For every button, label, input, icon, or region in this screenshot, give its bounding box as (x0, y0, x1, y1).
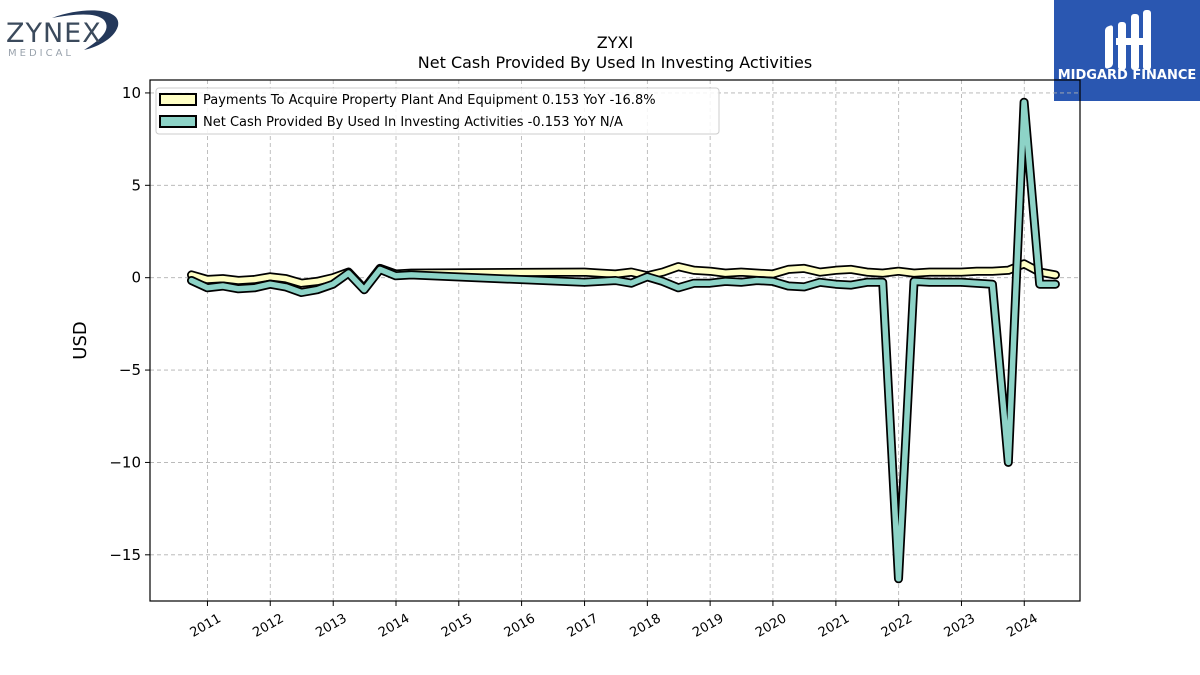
y-tick-label: −15 (109, 546, 141, 564)
x-tick-label: 2022 (879, 611, 915, 641)
legend-swatch (159, 93, 197, 106)
x-tick-label: 2019 (690, 611, 726, 641)
x-tick-label: 2016 (502, 611, 538, 641)
chart-subtitle: Net Cash Provided By Used In Investing A… (418, 53, 812, 72)
x-tick-label: 2024 (1004, 611, 1040, 641)
legend-swatch (159, 115, 197, 128)
x-tick-label: 2023 (942, 611, 978, 641)
logo-wordmark: ZYNEX (6, 18, 102, 49)
series-outline (187, 97, 1060, 584)
midgard-finance-logo: MIDGARD FINANCE (1054, 0, 1200, 101)
y-axis: 10 5 0 −5 −10 −15 (109, 84, 150, 564)
x-tick-label: 2011 (188, 611, 224, 641)
grid (150, 80, 1080, 601)
series-line-2 (187, 97, 1060, 584)
plot-frame (149, 79, 1081, 602)
logo-subtext: MEDICAL (8, 48, 74, 59)
legend-label: Payments To Acquire Property Plant And E… (203, 93, 656, 108)
legend-label: Net Cash Provided By Used In Investing A… (203, 115, 623, 130)
series-stroke (188, 99, 1059, 582)
midgard-emblem-icon (1105, 10, 1151, 70)
y-tick-label: −5 (119, 361, 141, 379)
series-line-1 (187, 259, 1060, 294)
x-tick-label: 2012 (250, 611, 286, 641)
series-stroke (188, 261, 1059, 292)
y-axis-label: USD (70, 321, 91, 359)
zynex-logo: ZYNEX MEDICAL (4, 4, 124, 62)
x-axis: 2011 2012 2013 2014 2015 2016 2017 2018 2019 2020… (188, 601, 1041, 641)
series-layer (187, 97, 1060, 584)
y-tick-label: 10 (122, 84, 141, 102)
x-tick-label: 2014 (376, 611, 412, 641)
legend: Payments To Acquire Property Plant And E… (155, 87, 720, 135)
x-tick-label: 2017 (565, 611, 601, 641)
zynex-swoosh-icon (52, 10, 119, 50)
x-tick-label: 2013 (313, 611, 349, 641)
chart-title: ZYXI (597, 33, 633, 52)
y-tick-label: 5 (131, 176, 141, 194)
x-tick-label: 2021 (816, 611, 852, 641)
x-tick-label: 2015 (439, 611, 475, 641)
y-tick-label: 0 (131, 269, 141, 287)
y-tick-label: −10 (109, 453, 141, 471)
legend-box (155, 87, 720, 135)
x-tick-label: 2018 (628, 611, 664, 641)
x-tick-label: 2020 (753, 611, 789, 641)
logo-name: MIDGARD FINANCE (1057, 68, 1197, 83)
